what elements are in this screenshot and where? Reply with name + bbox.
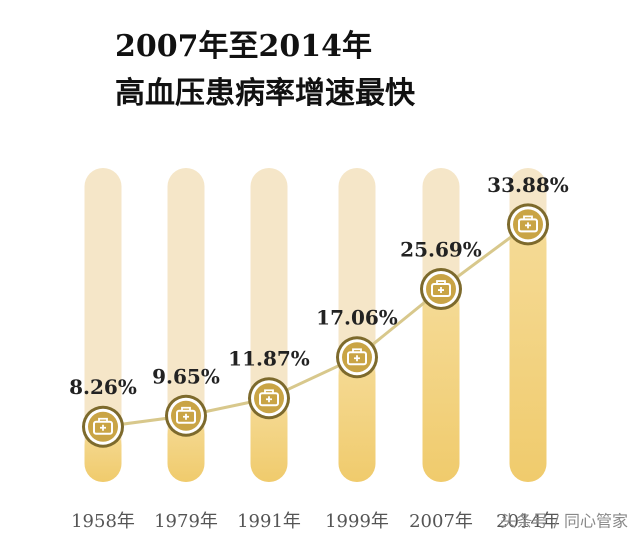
bar-fill <box>509 224 547 482</box>
x-tick-label: 1958年 <box>71 511 135 532</box>
data-label: 8.26% <box>69 375 137 399</box>
data-label: 33.88% <box>487 173 569 197</box>
chart-title: 高血压患病率增速最快 <box>115 76 416 111</box>
bar-fill <box>250 398 288 482</box>
point-marker <box>248 377 290 420</box>
point-marker <box>82 405 124 448</box>
x-tick-label: 1979年 <box>154 511 218 532</box>
data-label: 17.06% <box>316 306 398 330</box>
data-label: 25.69% <box>400 238 482 262</box>
data-label: 11.87% <box>228 347 310 371</box>
watermark: 头条号 / 同心管家 <box>500 512 628 531</box>
bar-fill <box>422 289 460 482</box>
capsule <box>84 168 122 482</box>
x-tick-label: 1999年 <box>325 511 389 532</box>
bar-fill <box>338 357 376 482</box>
data-label: 9.65% <box>152 364 220 388</box>
x-tick-label: 1991年 <box>237 511 301 532</box>
point-marker <box>165 394 207 437</box>
point-marker <box>336 336 378 379</box>
point-marker <box>507 203 549 246</box>
chart-title: 2007年至2014年 <box>115 29 372 64</box>
x-tick-label: 2007年 <box>409 511 473 532</box>
point-marker <box>420 268 462 311</box>
x-tick-label: 2014年 <box>496 511 560 532</box>
